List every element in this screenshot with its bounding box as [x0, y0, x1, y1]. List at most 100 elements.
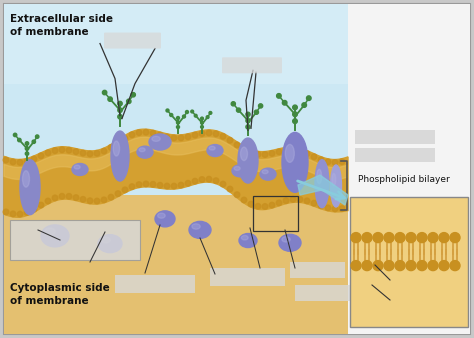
Circle shape [127, 99, 131, 103]
Circle shape [31, 207, 37, 212]
Circle shape [293, 119, 297, 123]
Circle shape [25, 147, 29, 150]
Circle shape [73, 195, 79, 200]
Ellipse shape [315, 160, 329, 208]
Circle shape [231, 102, 236, 106]
Circle shape [213, 131, 219, 137]
Circle shape [262, 204, 268, 209]
Circle shape [192, 178, 198, 184]
Circle shape [191, 110, 193, 113]
Circle shape [25, 152, 29, 155]
Circle shape [38, 153, 44, 159]
Circle shape [131, 93, 136, 97]
Circle shape [185, 111, 189, 114]
Circle shape [143, 129, 149, 135]
Bar [4, 195, 348, 334]
Circle shape [439, 233, 449, 243]
Circle shape [101, 148, 107, 154]
Circle shape [166, 109, 169, 112]
Ellipse shape [285, 144, 294, 162]
FancyBboxPatch shape [104, 32, 161, 49]
Circle shape [3, 209, 9, 215]
Circle shape [194, 114, 197, 117]
Text: Phospholipid bilayer: Phospholipid bilayer [358, 175, 450, 184]
Circle shape [318, 203, 324, 209]
Circle shape [108, 97, 112, 101]
Circle shape [118, 115, 122, 119]
Circle shape [59, 193, 65, 199]
Circle shape [297, 148, 303, 154]
Polygon shape [4, 129, 348, 217]
Circle shape [18, 138, 21, 142]
Circle shape [384, 233, 394, 243]
Circle shape [209, 112, 212, 114]
Circle shape [118, 101, 122, 106]
Ellipse shape [260, 168, 276, 180]
Circle shape [384, 261, 394, 271]
Circle shape [406, 261, 416, 271]
Circle shape [45, 198, 51, 204]
Circle shape [199, 177, 205, 182]
Circle shape [304, 151, 310, 156]
Circle shape [276, 149, 282, 154]
Circle shape [362, 261, 372, 271]
Circle shape [164, 134, 170, 140]
Circle shape [115, 191, 121, 196]
FancyBboxPatch shape [355, 130, 435, 144]
Circle shape [255, 203, 261, 209]
Ellipse shape [45, 228, 55, 235]
Circle shape [311, 200, 317, 206]
Circle shape [283, 148, 289, 153]
Bar [253, 196, 298, 231]
Circle shape [118, 108, 122, 112]
Ellipse shape [192, 224, 200, 229]
Ellipse shape [149, 134, 171, 150]
Ellipse shape [241, 236, 248, 240]
Circle shape [339, 159, 345, 165]
Circle shape [25, 142, 29, 145]
Ellipse shape [282, 237, 290, 242]
Circle shape [220, 181, 226, 187]
Ellipse shape [317, 169, 322, 184]
Ellipse shape [152, 136, 160, 141]
Circle shape [220, 134, 226, 139]
Circle shape [199, 131, 205, 136]
Circle shape [241, 197, 247, 203]
Circle shape [213, 178, 219, 184]
Circle shape [171, 183, 177, 189]
Circle shape [176, 117, 180, 120]
Ellipse shape [207, 145, 223, 156]
Circle shape [157, 183, 163, 188]
Bar [348, 4, 470, 334]
Circle shape [66, 194, 72, 199]
Circle shape [80, 150, 86, 156]
Ellipse shape [157, 213, 165, 218]
Circle shape [31, 156, 37, 162]
Circle shape [201, 121, 203, 124]
Circle shape [108, 194, 114, 200]
Ellipse shape [137, 146, 153, 158]
Circle shape [290, 147, 296, 153]
Circle shape [254, 110, 258, 114]
Ellipse shape [72, 164, 88, 175]
Circle shape [24, 210, 30, 215]
Circle shape [178, 182, 184, 188]
Ellipse shape [113, 141, 119, 156]
Circle shape [192, 132, 198, 138]
Circle shape [108, 145, 114, 150]
Circle shape [417, 233, 427, 243]
Polygon shape [4, 137, 348, 179]
Circle shape [52, 148, 58, 153]
Circle shape [150, 182, 156, 187]
Ellipse shape [332, 173, 336, 186]
Circle shape [206, 130, 212, 136]
Circle shape [10, 211, 16, 217]
Circle shape [94, 150, 100, 156]
Ellipse shape [20, 160, 40, 215]
Circle shape [248, 150, 254, 155]
Bar [4, 4, 348, 84]
Circle shape [311, 154, 317, 160]
Circle shape [246, 112, 250, 116]
Circle shape [277, 94, 281, 98]
Circle shape [102, 90, 107, 95]
